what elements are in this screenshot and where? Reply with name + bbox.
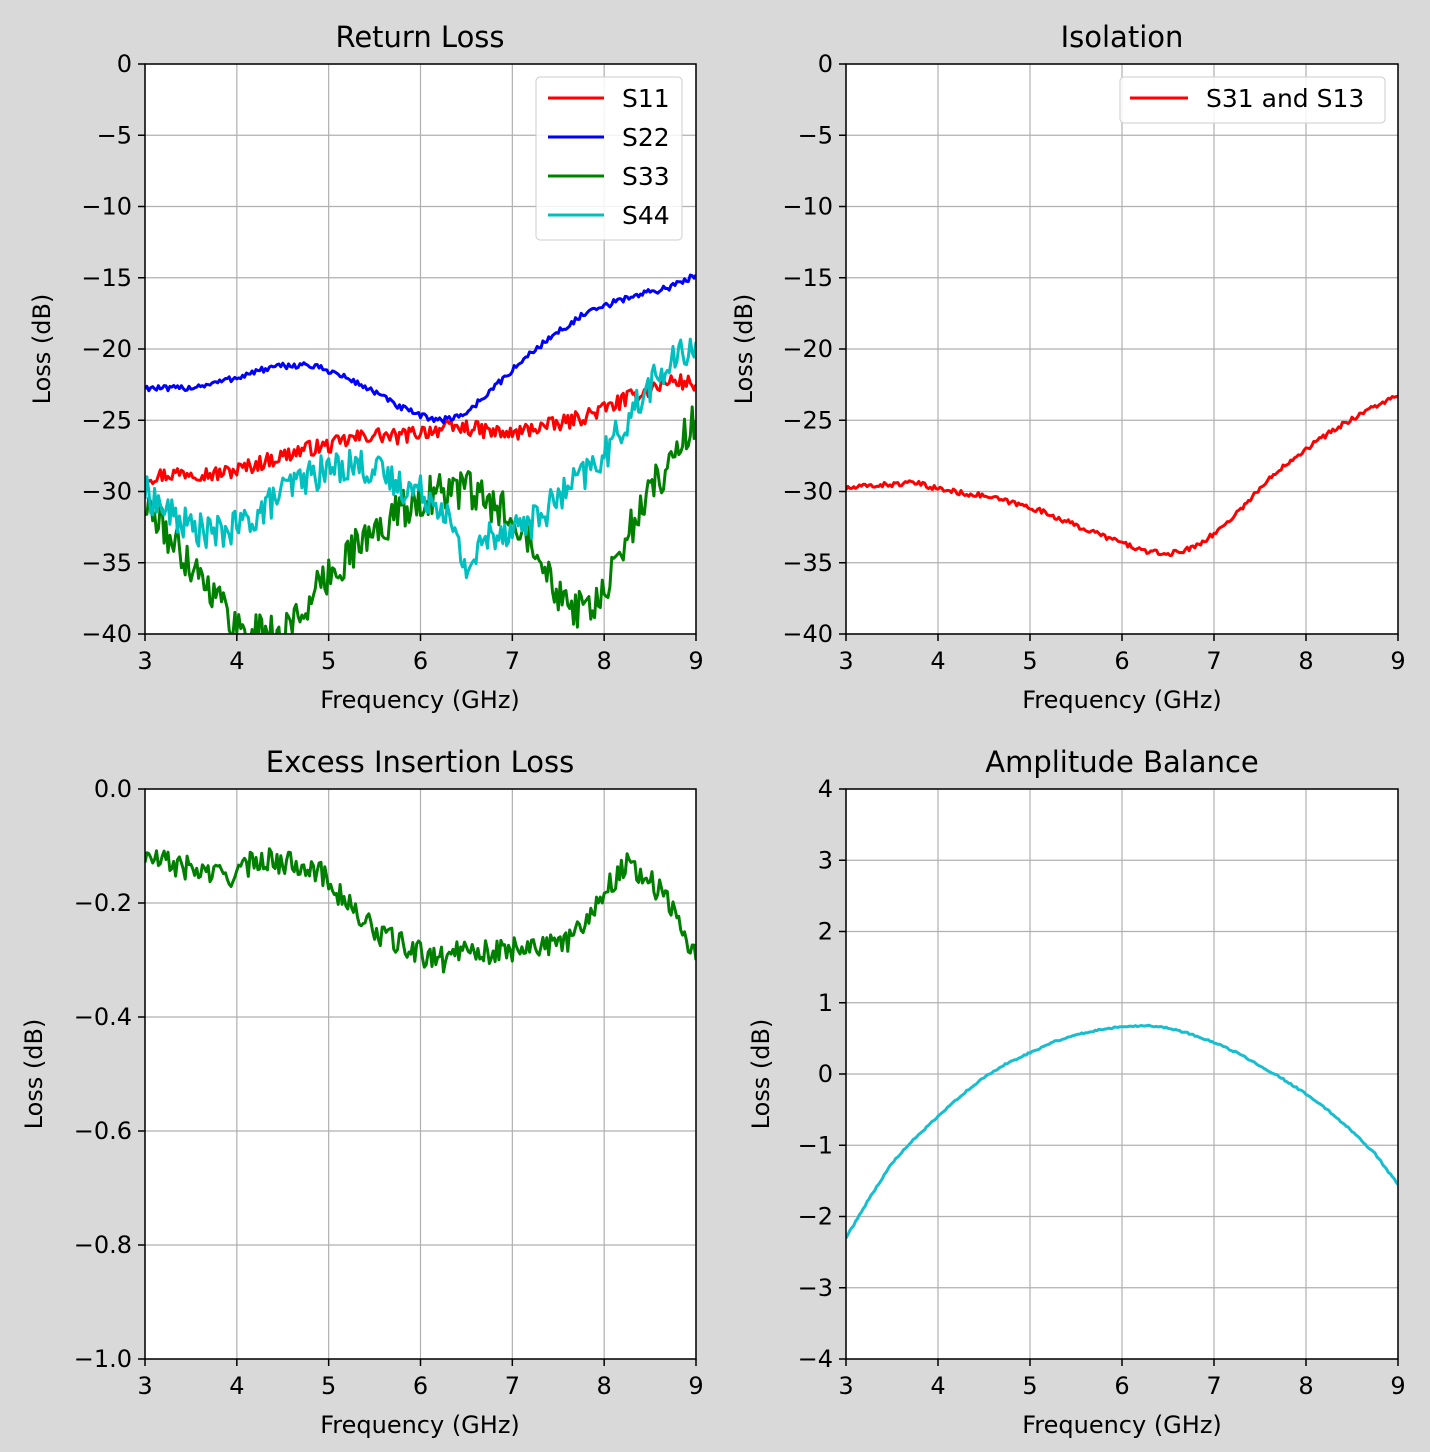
x-tick-label: 3 [137,647,152,675]
chart-excess-insertion-loss: 3 4 5 6 7 8 9 0.0 −0.2 −0.4 −0.6 −0.8 −1.0 Excess In… [20,745,704,1439]
y-tick-label: −0.2 [74,889,132,917]
y-tick-label: 0 [818,50,833,78]
y-tick-label: −5 [798,121,833,149]
series-line-s22 [145,273,696,425]
y-tick-label: −3 [798,1274,833,1302]
series-line-trace [145,847,696,974]
x-tick-label: 5 [1022,1372,1037,1400]
x-axis-label: Frequency (GHz) [320,686,520,714]
x-tick-label: 4 [930,1372,945,1400]
x-tick-label: 6 [413,1372,428,1400]
y-tick-label: −40 [81,620,132,648]
y-tick-label: −0.4 [74,1003,132,1031]
y-tick-label: −1.0 [74,1345,132,1373]
x-axis-label: Frequency (GHz) [1022,1411,1222,1439]
y-tick-label: 1 [818,989,833,1017]
y-tick-label: −20 [81,335,132,363]
y-tick-label: −35 [782,549,833,577]
legend-label: S33 [622,162,670,191]
y-tick-label: −30 [81,478,132,506]
x-tick-label: 7 [505,1372,520,1400]
y-tick-label: −25 [81,406,132,434]
y-tick-label: −35 [81,549,132,577]
chart-title: Return Loss [335,20,504,54]
x-tick-label: 9 [1390,1372,1405,1400]
x-tick-label: 3 [137,1372,152,1400]
y-tick-label: −15 [782,264,833,292]
legend-label: S31 and S13 [1206,84,1364,113]
x-tick-label: 5 [321,1372,336,1400]
legend-label: S44 [622,201,670,230]
y-tick-label: −25 [782,406,833,434]
x-tick-label: 3 [838,647,853,675]
x-tick-label: 6 [413,647,428,675]
x-tick-label: 8 [1298,1372,1313,1400]
chart-return-loss: 3 4 5 6 7 8 9 0 −5 −10 −15 −20 −25 −30 −35 −40 Return L… [28,20,704,714]
y-tick-label: −4 [798,1345,833,1373]
y-axis-label: Loss (dB) [28,294,56,405]
x-tick-label: 5 [1022,647,1037,675]
x-tick-label: 6 [1114,1372,1129,1400]
legend: S31 and S13 [1119,76,1386,124]
x-tick-label: 4 [229,1372,244,1400]
chart-isolation: 3 4 5 6 7 8 9 0 −5 −10 −15 −20 −25 −30 −35 −40 Isolatio… [730,20,1406,714]
y-tick-label: 0.0 [94,775,132,803]
x-tick-label: 6 [1114,647,1129,675]
series-line-s11 [145,373,696,486]
x-axis-label: Frequency (GHz) [320,1411,520,1439]
y-tick-label: 3 [818,846,833,874]
y-tick-label: −2 [798,1203,833,1231]
legend: S11 S22 S33 S44 [535,76,683,241]
legend-label: S11 [622,84,670,113]
y-tick-label: −40 [782,620,833,648]
y-tick-label: −15 [81,264,132,292]
y-tick-label: −10 [782,193,833,221]
series-line-s33 [145,405,696,634]
y-tick-label: −0.8 [74,1231,132,1259]
x-tick-label: 9 [688,647,703,675]
x-axis-label: Frequency (GHz) [1022,686,1222,714]
x-tick-label: 3 [838,1372,853,1400]
x-tick-label: 8 [1298,647,1313,675]
y-tick-label: 2 [818,918,833,946]
chart-title: Isolation [1061,20,1184,54]
y-tick-label: −10 [81,193,132,221]
y-axis-label: Loss (dB) [20,1019,48,1130]
y-tick-label: −30 [782,478,833,506]
y-tick-label: 0 [818,1060,833,1088]
x-tick-label: 7 [1206,647,1221,675]
y-tick-label: −5 [97,121,132,149]
x-tick-label: 8 [597,647,612,675]
y-tick-label: −0.6 [74,1117,132,1145]
x-tick-label: 8 [597,1372,612,1400]
x-tick-label: 9 [688,1372,703,1400]
legend-label: S22 [622,123,670,152]
x-tick-label: 7 [1206,1372,1221,1400]
y-tick-label: 4 [818,775,833,803]
series-line-s31-and-s13 [846,394,1398,557]
x-tick-label: 7 [505,647,520,675]
x-tick-label: 4 [229,647,244,675]
series-line-trace [846,1023,1398,1239]
x-tick-label: 4 [930,647,945,675]
y-axis-label: Loss (dB) [747,1019,775,1130]
series-line-s44 [145,337,696,580]
y-tick-label: 0 [117,50,132,78]
y-tick-label: −1 [798,1131,833,1159]
chart-amplitude-balance: 3 4 5 6 7 8 9 4 3 2 1 0 −1 −2 −3 −4 Amplitude Balance F… [747,745,1406,1439]
x-tick-label: 5 [321,647,336,675]
chart-title: Excess Insertion Loss [266,745,574,779]
y-tick-label: −20 [782,335,833,363]
chart-title: Amplitude Balance [985,745,1259,779]
x-tick-label: 9 [1390,647,1405,675]
y-axis-label: Loss (dB) [730,294,758,405]
